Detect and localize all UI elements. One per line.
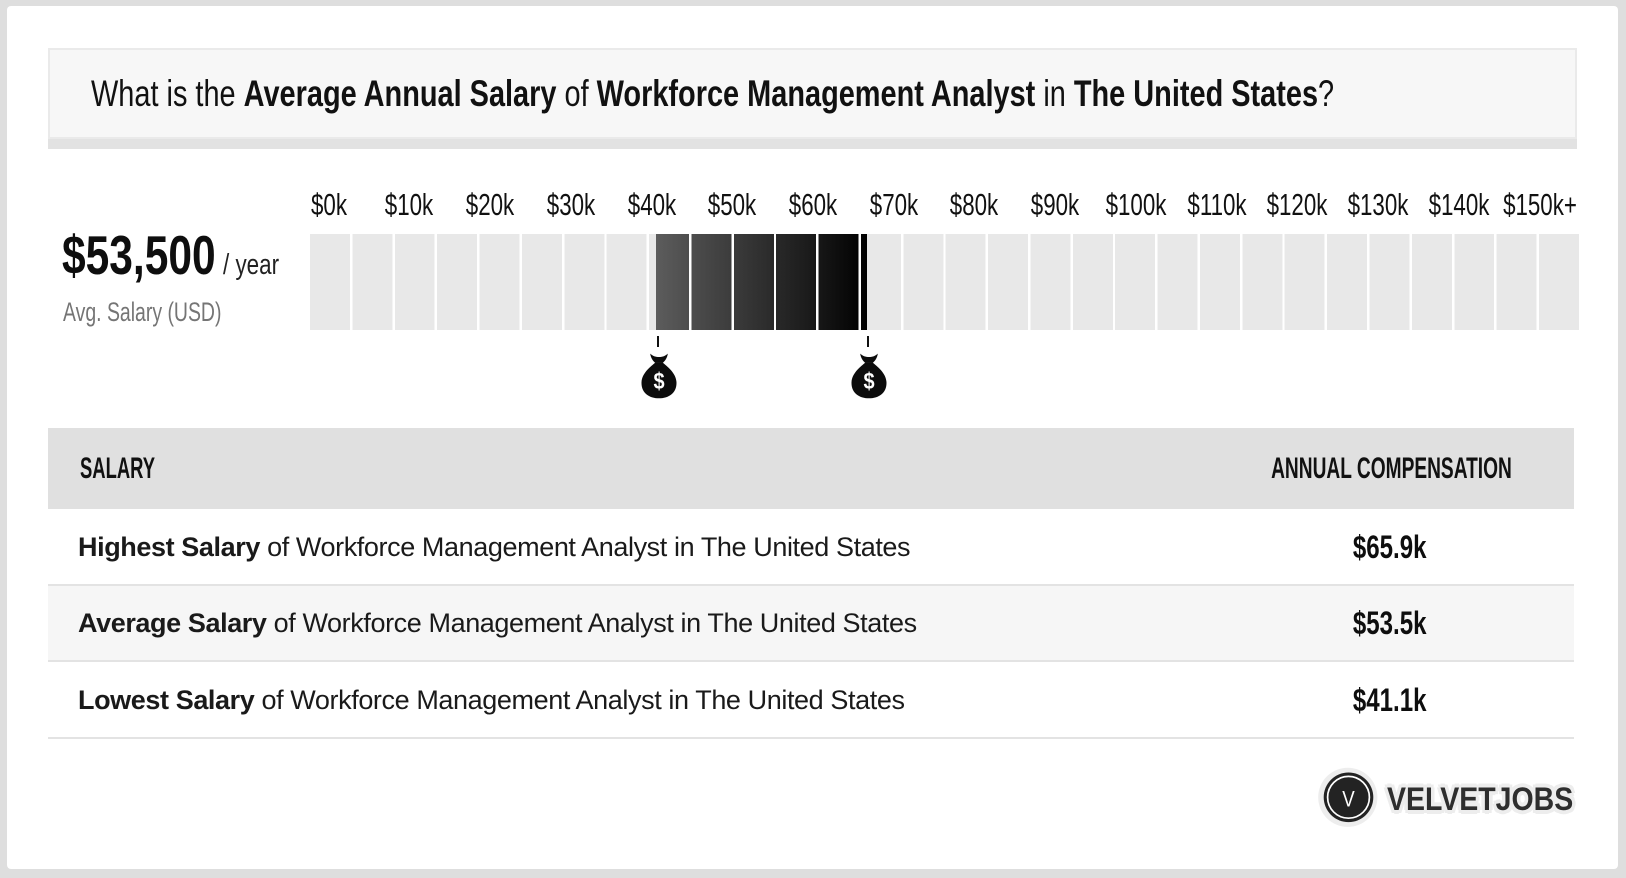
svg-text:$: $ bbox=[654, 368, 665, 395]
svg-text:$: $ bbox=[863, 368, 874, 395]
svg-text:V: V bbox=[1342, 788, 1355, 812]
